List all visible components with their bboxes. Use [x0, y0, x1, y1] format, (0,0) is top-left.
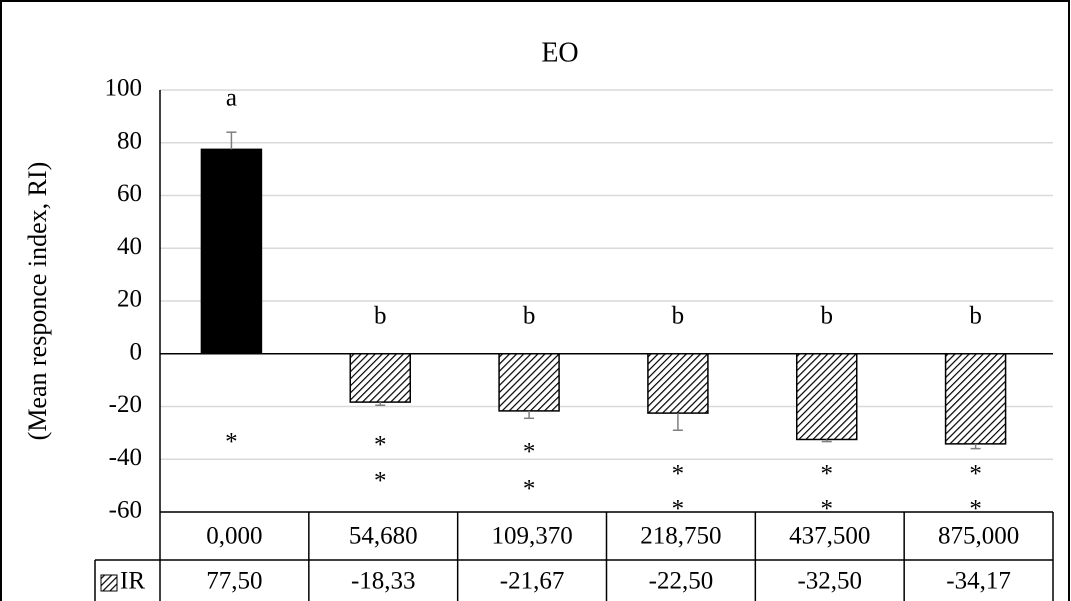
- significance-star: *: [821, 461, 834, 488]
- x-tick-label: 437,500: [789, 523, 870, 550]
- error-bar: [672, 413, 683, 431]
- y-tick-label: 40: [117, 233, 142, 260]
- error-bar: [375, 402, 386, 407]
- x-tick-label: 0,000: [206, 523, 262, 550]
- significance-star: *: [672, 461, 685, 488]
- y-tick-label: 60: [117, 180, 142, 207]
- y-tick-label: 20: [117, 286, 142, 313]
- data-table-value: -34,17: [946, 568, 1011, 595]
- x-tick-label: 875,000: [938, 523, 1019, 550]
- data-table-value: -32,50: [797, 568, 862, 595]
- significance-letter: a: [226, 85, 237, 112]
- data-table-value: -18,33: [351, 568, 416, 595]
- bar: [200, 148, 263, 355]
- chart-title: EO: [541, 37, 578, 68]
- significance-letter: b: [821, 303, 834, 330]
- legend-label: IR: [120, 568, 145, 595]
- bar: [647, 353, 709, 414]
- significance-star: *: [672, 496, 685, 523]
- significance-star: *: [821, 496, 834, 523]
- legend-swatch: [100, 574, 118, 592]
- y-tick-label: -20: [109, 391, 142, 418]
- error-bar: [524, 410, 535, 420]
- significance-letter: b: [672, 303, 685, 330]
- significance-star: *: [374, 468, 387, 495]
- y-tick-label: -60: [109, 497, 142, 524]
- bar: [796, 353, 858, 441]
- bar: [944, 353, 1007, 445]
- significance-star: *: [969, 461, 982, 488]
- data-table-value: 77,50: [206, 568, 262, 595]
- significance-star: *: [969, 496, 982, 523]
- error-bar: [226, 131, 237, 150]
- y-tick-label: 100: [105, 75, 143, 102]
- data-table-value: -22,50: [649, 568, 714, 595]
- data-table-value: -21,67: [500, 568, 565, 595]
- significance-letter: b: [969, 303, 982, 330]
- y-axis-label: (Mean responce index, RI): [23, 162, 52, 441]
- significance-letter: b: [523, 303, 536, 330]
- bar: [349, 353, 411, 403]
- significance-star: *: [523, 439, 536, 466]
- y-tick-label: 80: [117, 127, 142, 154]
- significance-letter: b: [374, 303, 387, 330]
- x-tick-label: 54,680: [349, 523, 418, 550]
- significance-star: *: [523, 476, 536, 503]
- bar: [498, 353, 560, 412]
- error-bar: [970, 443, 981, 450]
- x-tick-label: 109,370: [491, 523, 572, 550]
- x-tick-label: 218,750: [640, 523, 721, 550]
- y-tick-label: -40: [109, 444, 142, 471]
- y-tick-label: 0: [130, 338, 143, 365]
- significance-star: *: [225, 429, 238, 456]
- error-bar: [821, 439, 832, 443]
- significance-star: *: [374, 432, 387, 459]
